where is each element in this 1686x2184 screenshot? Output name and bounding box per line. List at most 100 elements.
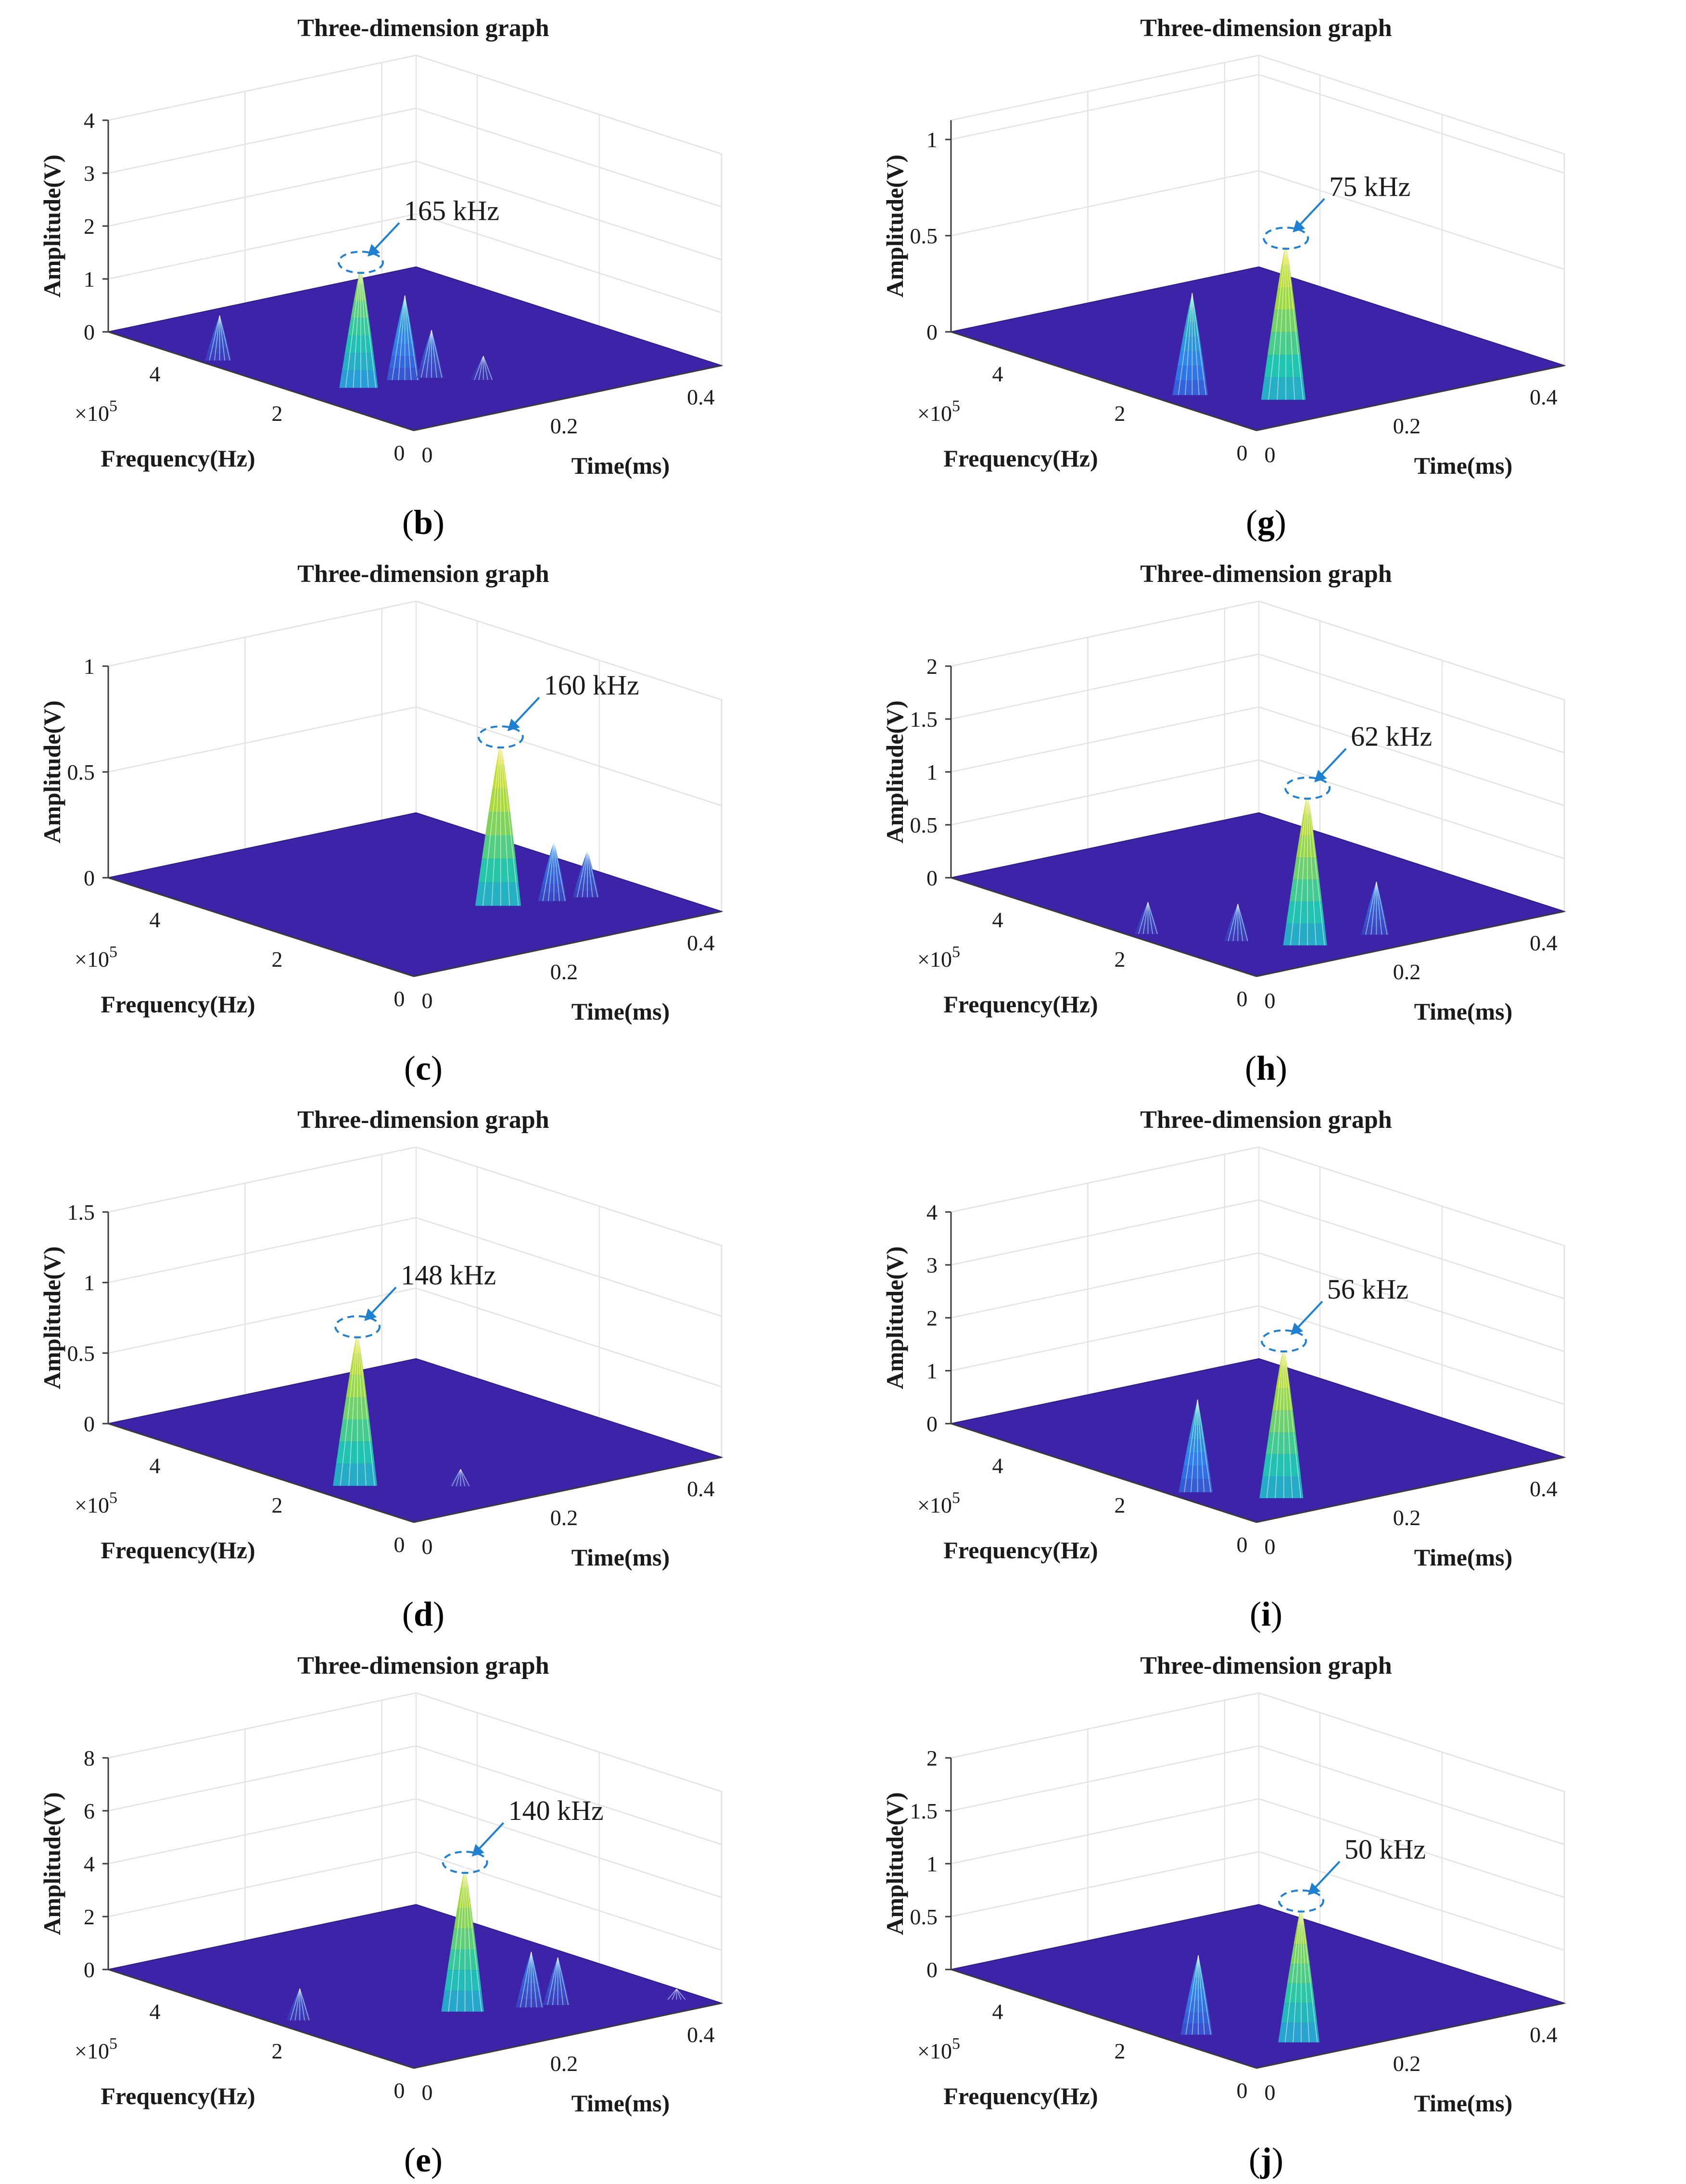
y-axis-line bbox=[951, 877, 1257, 977]
peak-label: 50 kHz bbox=[1344, 1834, 1426, 1865]
z-gridline bbox=[108, 1692, 722, 1793]
peak-mesh-line bbox=[1198, 1955, 1211, 2035]
peak-arrow-head bbox=[1290, 1323, 1303, 1336]
z-gridline bbox=[951, 653, 1565, 754]
peak-mesh-line bbox=[460, 1469, 466, 1487]
peak-mesh-line bbox=[1147, 902, 1154, 934]
y-multiplier: ×105 bbox=[917, 397, 960, 426]
y-axis-label: Frequency(Hz) bbox=[101, 1537, 255, 1564]
z-gridline bbox=[951, 1199, 1565, 1300]
peak-band bbox=[1286, 901, 1325, 924]
peak-mesh-line bbox=[1185, 293, 1193, 395]
z-tick-label: 1 bbox=[926, 760, 938, 784]
peak-mesh-line bbox=[420, 330, 432, 378]
secondary-peak bbox=[572, 850, 599, 897]
z-gridline bbox=[951, 1798, 1565, 1898]
peak-band bbox=[1180, 2023, 1213, 2035]
z-tick-label: 4 bbox=[926, 1200, 938, 1225]
peak-label: 160 kHz bbox=[544, 669, 639, 701]
peak-band bbox=[1134, 929, 1159, 934]
y-multiplier-exponent: 5 bbox=[109, 1489, 117, 1507]
z-gridline bbox=[951, 170, 1565, 270]
peak-band bbox=[1183, 2012, 1211, 2024]
panel-caption: (b) bbox=[402, 503, 444, 542]
peak-band bbox=[207, 347, 230, 354]
z-tick-label: 4 bbox=[84, 1852, 95, 1876]
peak-band bbox=[339, 370, 378, 388]
peak-band bbox=[351, 301, 369, 318]
z-gridline bbox=[951, 1851, 1565, 1951]
z-tick-label: 0 bbox=[84, 320, 95, 344]
caption-close-paren: ) bbox=[431, 1049, 443, 1087]
x-axis-label: Time(ms) bbox=[571, 998, 670, 1025]
x-tick-label: 0.2 bbox=[550, 1505, 578, 1530]
panel-e-chart: Three-dimension graph 0 2 4 6 8 0 2 4 0 0.2 0.4 Ampl… bbox=[38, 1652, 723, 2179]
x-tick-label: 0 bbox=[422, 442, 433, 467]
peak-mesh-line bbox=[357, 1330, 375, 1486]
peak-mesh-line bbox=[392, 295, 406, 380]
x-axis-line bbox=[413, 365, 722, 431]
y-tick-label: 0 bbox=[1237, 986, 1248, 1011]
y-tick-label: 2 bbox=[1115, 947, 1126, 972]
chart-title: Three-dimension graph bbox=[1140, 14, 1392, 42]
y-tick-label: 0 bbox=[394, 1532, 405, 1557]
z-gridline bbox=[108, 54, 722, 155]
surface-floor bbox=[949, 812, 1566, 977]
peak-mesh-line bbox=[214, 316, 220, 361]
peak-mesh-line bbox=[1192, 1955, 1199, 2035]
peak-band bbox=[1264, 354, 1304, 378]
peak-mesh-line bbox=[1285, 242, 1295, 400]
peak-mesh-line bbox=[676, 1989, 686, 2000]
y-multiplier: ×105 bbox=[75, 943, 117, 972]
peak-mesh-line bbox=[1277, 242, 1286, 400]
peak-band bbox=[417, 371, 444, 378]
x-tick-label: 0.4 bbox=[1530, 931, 1558, 955]
peak-band bbox=[1175, 366, 1206, 381]
axes: 0 2 4 6 8 0 2 4 0 0.2 0.4 bbox=[84, 1746, 722, 2105]
x-axis-label: Time(ms) bbox=[571, 1544, 670, 1571]
peak-band bbox=[1283, 923, 1327, 946]
y-axis-label: Frequency(Hz) bbox=[943, 445, 1098, 472]
peak-mesh-line bbox=[1370, 882, 1377, 935]
peak-band bbox=[418, 364, 442, 371]
peak-mesh-line bbox=[525, 1952, 532, 2007]
peak-mesh-line bbox=[404, 295, 412, 380]
main-peak bbox=[333, 1330, 377, 1486]
peak-band bbox=[288, 2011, 309, 2016]
peak-mesh-line bbox=[299, 1988, 310, 2021]
peak-band bbox=[1178, 351, 1204, 366]
peak-label: 148 kHz bbox=[401, 1260, 496, 1291]
x-axis-line bbox=[413, 2002, 722, 2069]
peak-arrow-head bbox=[1293, 220, 1306, 233]
z-tick-label: 1.5 bbox=[910, 1799, 938, 1823]
z-tick-label: 3 bbox=[926, 1253, 938, 1277]
peak-band bbox=[472, 373, 493, 377]
z-gridline bbox=[951, 600, 1565, 701]
peak-mesh-line bbox=[667, 1989, 677, 2000]
panel-caption: (h) bbox=[1245, 1049, 1287, 1087]
peak-mesh-line bbox=[482, 356, 493, 380]
peak-mesh-line bbox=[1237, 904, 1243, 941]
y-multiplier-exponent: 5 bbox=[952, 1489, 960, 1507]
peak-band bbox=[540, 884, 565, 893]
caption-close-paren: ) bbox=[1275, 503, 1286, 542]
x-axis-line bbox=[1256, 1456, 1565, 1523]
axes: 0 1 2 3 4 0 2 4 0 0.2 0.4 bbox=[84, 108, 722, 467]
peak-mesh-line bbox=[676, 1989, 682, 2000]
z-gridline bbox=[108, 1288, 722, 1388]
peak-mesh-line bbox=[1376, 882, 1382, 935]
secondary-peak bbox=[538, 842, 567, 901]
caption-open-paren: ( bbox=[402, 1595, 414, 1633]
x-axis-label: Time(ms) bbox=[1414, 2090, 1513, 2117]
peak-band bbox=[1266, 1432, 1298, 1454]
panel-i-chart: Three-dimension graph 0 1 2 3 4 0 2 4 0 0.2 0.4 Ampl… bbox=[881, 1106, 1566, 1633]
main-peak bbox=[1278, 1905, 1320, 2043]
surface-floor bbox=[106, 1904, 723, 2069]
secondary-peak bbox=[543, 1957, 570, 2006]
peak-mesh-line bbox=[1275, 1344, 1284, 1499]
y-multiplier-exponent: 5 bbox=[109, 397, 117, 415]
peak-band bbox=[333, 1464, 377, 1486]
y-tick-label: 0 bbox=[394, 986, 405, 1011]
surface-peaks bbox=[1179, 1344, 1304, 1499]
surface-floor bbox=[106, 812, 723, 977]
